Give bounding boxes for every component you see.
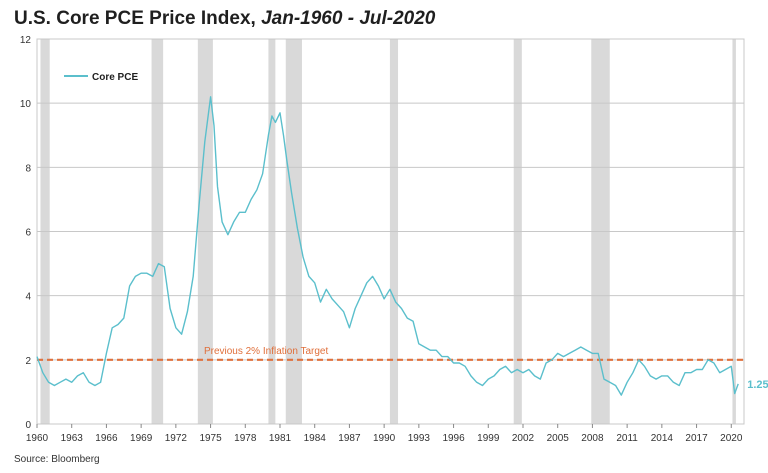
x-tick-label-2011: 2011 bbox=[616, 433, 638, 444]
x-tick-label-2008: 2008 bbox=[581, 433, 604, 444]
chart-title-main: U.S. Core PCE Price Index, bbox=[14, 8, 262, 29]
x-tick-label-2002: 2002 bbox=[512, 433, 535, 444]
gridlines bbox=[36, 38, 745, 425]
x-tick-label-2020: 2020 bbox=[720, 433, 743, 444]
y-tick-label-0: 0 bbox=[25, 420, 31, 431]
x-tick-label-1969: 1969 bbox=[130, 433, 153, 444]
x-tick-label-1996: 1996 bbox=[442, 433, 465, 444]
x-tick-label-1966: 1966 bbox=[95, 433, 118, 444]
inflation-target-label: Previous 2% Inflation Target bbox=[204, 346, 329, 357]
y-tick-label-4: 4 bbox=[25, 292, 31, 303]
y-tick-label-2: 2 bbox=[25, 356, 31, 367]
x-tick-label-1972: 1972 bbox=[165, 433, 188, 444]
y-tick-label-6: 6 bbox=[25, 228, 31, 239]
chart-title: U.S. Core PCE Price Index, Jan-1960 - Ju… bbox=[14, 8, 435, 30]
x-tick-label-1975: 1975 bbox=[199, 433, 222, 444]
x-axis-ticks: 1960 1963 1966 1969 1972 1975 1978 1981 1984 1987… bbox=[26, 424, 743, 444]
x-tick-label-1990: 1990 bbox=[373, 433, 396, 444]
x-tick-label-2014: 2014 bbox=[651, 433, 674, 444]
y-tick-label-12: 12 bbox=[20, 35, 32, 46]
x-tick-label-1963: 1963 bbox=[61, 433, 84, 444]
x-tick-label-1984: 1984 bbox=[304, 433, 327, 444]
source-note: Source: Bloomberg bbox=[14, 454, 100, 465]
plot-frame bbox=[36, 38, 745, 425]
x-tick-label-1978: 1978 bbox=[234, 433, 257, 444]
x-tick-label-2005: 2005 bbox=[547, 433, 570, 444]
legend: Core PCE bbox=[64, 72, 138, 83]
y-tick-label-8: 8 bbox=[25, 163, 31, 174]
x-tick-label-1987: 1987 bbox=[338, 433, 361, 444]
core-pce-line bbox=[36, 96, 739, 396]
x-tick-label-1999: 1999 bbox=[477, 433, 500, 444]
legend-label: Core PCE bbox=[92, 72, 138, 83]
x-tick-label-1981: 1981 bbox=[269, 433, 292, 444]
x-tick-label-1960: 1960 bbox=[26, 433, 49, 444]
x-tick-label-2017: 2017 bbox=[685, 433, 708, 444]
chart-title-date-range: Jan-1960 - Jul-2020 bbox=[261, 8, 436, 29]
y-axis-ticks: 0 2 4 6 8 10 12 bbox=[20, 35, 32, 431]
x-tick-label-1993: 1993 bbox=[408, 433, 431, 444]
y-tick-label-10: 10 bbox=[20, 99, 32, 110]
latest-value-label: 1.25 bbox=[747, 379, 768, 391]
